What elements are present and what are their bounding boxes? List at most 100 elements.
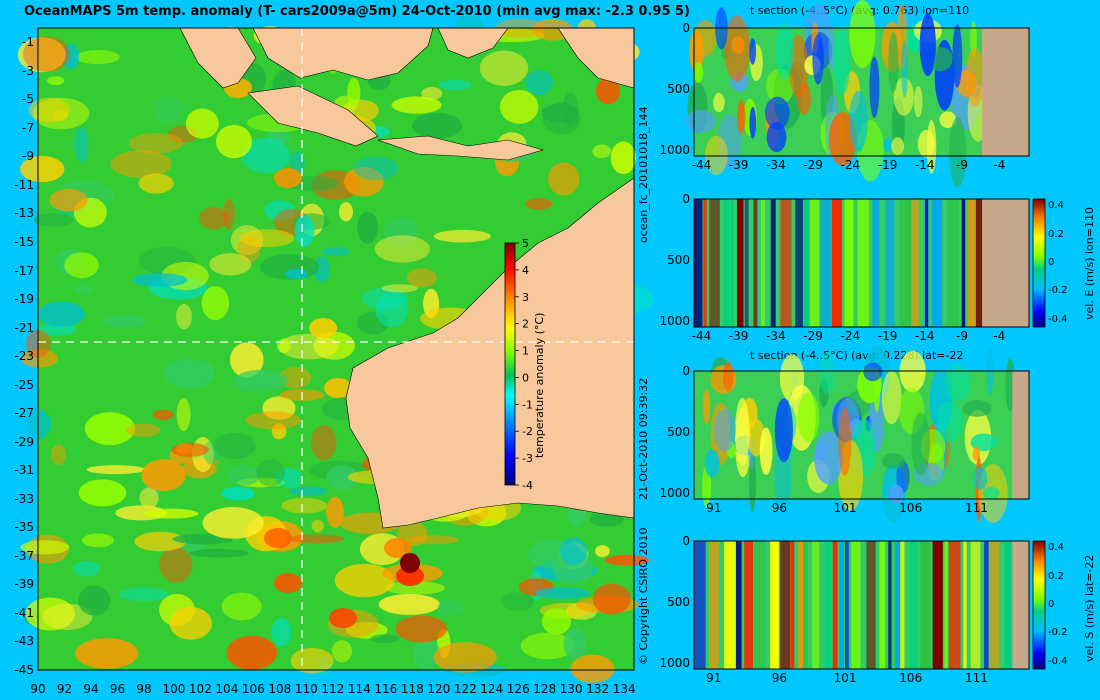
anomaly-blob (592, 583, 631, 615)
anomaly-blob (595, 545, 610, 558)
colorbar-tick-label: -3 (522, 452, 533, 465)
velocity-band (810, 199, 820, 327)
anomaly-blob (86, 465, 146, 475)
temp-patch (819, 352, 835, 394)
section-x-tick-label: 106 (899, 671, 923, 685)
velocity-colorbar-tick-label: 0 (1048, 257, 1055, 268)
section-x-tick-label: 101 (833, 671, 857, 685)
velocity-band (924, 199, 929, 327)
anomaly-blob (234, 369, 288, 392)
velocity-band (909, 541, 917, 669)
map-y-tick-label: -27 (14, 406, 34, 421)
anomaly-blob (375, 292, 409, 328)
map-y-tick-label: -9 (22, 149, 34, 164)
section-x-tick-label: 106 (899, 501, 923, 515)
velocity-band (824, 541, 832, 669)
anomaly-blob (118, 587, 169, 602)
map-x-tick-label: 92 (56, 682, 73, 696)
map-x-tick-label: 94 (83, 682, 99, 696)
anomaly-blob (216, 124, 252, 159)
anomaly-blob (413, 640, 442, 670)
anomaly-blob (370, 634, 399, 643)
velS-section-lat22 (693, 540, 1030, 670)
velocity-band (963, 541, 967, 669)
colorbar-tick-label: 4 (522, 264, 529, 277)
velocity-band (844, 199, 854, 327)
map-y-tick-label: -25 (14, 377, 34, 392)
velocity-band (770, 199, 776, 327)
map-x-tick-label: 130 (559, 682, 583, 696)
temp-patch (814, 431, 843, 485)
map-x-tick-label: 114 (347, 682, 371, 696)
anomaly-blob (20, 155, 65, 183)
map-y-tick-label: -45 (14, 663, 34, 677)
anomaly-blob (213, 432, 256, 460)
section-x-tick-label: -44 (691, 158, 712, 172)
section-y-tick-label: 0 (682, 364, 690, 378)
section-x-tick-label: 101 (833, 501, 857, 515)
velocity-band (900, 541, 905, 669)
map-x-tick-label: 116 (374, 682, 398, 696)
section-land (1012, 371, 1030, 499)
anomaly-blob (198, 207, 229, 230)
map-x-tick-label: 98 (136, 682, 152, 696)
warm-spot (274, 573, 302, 593)
velocity-band (724, 541, 736, 669)
anomaly-blob (524, 198, 553, 210)
map-y-tick-label: -17 (14, 263, 34, 278)
velocity-band (730, 199, 734, 327)
velocity-band (948, 541, 961, 669)
anomaly-blob (321, 247, 350, 257)
anomaly-blob (357, 211, 379, 244)
velocity-band (744, 199, 749, 327)
section-y-tick-label: 500 (667, 81, 690, 96)
anomaly-blob (294, 215, 315, 247)
anomaly-blob (75, 638, 139, 669)
velocity-band (831, 199, 842, 327)
anomaly-blob (64, 252, 99, 279)
temp-patch (749, 38, 757, 65)
anomaly-blob (153, 96, 184, 124)
run-time-label: 21-Oct-2010 09:39:32 (637, 377, 650, 500)
section-y-tick-label: 1000 (659, 142, 690, 157)
anomaly-blob (202, 507, 264, 539)
temp-patch (965, 48, 985, 107)
anomaly-blob (334, 563, 395, 598)
anomaly-blob (126, 423, 161, 437)
anomaly-blob (62, 43, 80, 70)
velocity-band (795, 199, 803, 327)
anomaly-blob (26, 409, 51, 439)
velE-section-lon110 (693, 198, 1030, 328)
velocity-band (845, 541, 849, 669)
velocity-band (885, 199, 895, 327)
map-y-tick-label: -23 (14, 349, 34, 364)
temp-patch (765, 96, 790, 130)
temp-patch (982, 486, 1000, 500)
anomaly-blob (128, 132, 184, 154)
anomaly-blob (437, 599, 466, 617)
map-y-tick-label: -21 (14, 320, 34, 335)
colorbar-tick-label: -2 (522, 425, 533, 438)
temp-patch (848, 90, 868, 152)
anomaly-blob (245, 411, 302, 430)
velocity-band (932, 199, 943, 327)
velocity-band (708, 541, 719, 669)
anomaly-blob (75, 50, 120, 65)
anomaly-blob (33, 213, 74, 227)
temp-patch (713, 409, 736, 452)
anomaly-blob (288, 534, 344, 544)
velocity-band (857, 199, 869, 327)
velocity-band (888, 541, 892, 669)
section-x-tick-label: -19 (877, 329, 898, 343)
anomaly-blob (310, 424, 337, 461)
anomaly-blob (49, 188, 88, 212)
section-y-tick-label: 1000 (659, 655, 690, 670)
warm-spot (274, 168, 302, 188)
section-x-tick-label: 91 (706, 501, 722, 515)
anomaly-blob (391, 96, 442, 114)
velocity-band (1004, 541, 1015, 669)
map-y-tick-label: -29 (14, 434, 34, 449)
velocity-band (754, 541, 766, 669)
velocity-band (804, 199, 809, 327)
anomaly-blob (479, 50, 529, 86)
